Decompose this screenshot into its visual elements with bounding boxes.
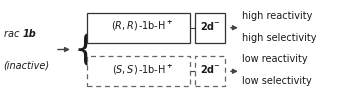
FancyBboxPatch shape	[87, 13, 190, 43]
Text: {: {	[74, 32, 97, 67]
Text: low reactivity: low reactivity	[242, 54, 308, 64]
FancyBboxPatch shape	[195, 56, 225, 86]
Text: high reactivity: high reactivity	[242, 11, 312, 21]
Text: (inactive): (inactive)	[4, 60, 50, 70]
Text: $(R,R)$: $(R,R)$	[111, 19, 138, 32]
Text: $\mathbf{\text{-1b-H}^+}$: $\mathbf{\text{-1b-H}^+}$	[138, 19, 174, 32]
Text: 1b: 1b	[23, 29, 37, 39]
FancyBboxPatch shape	[195, 13, 225, 43]
Text: low selectivity: low selectivity	[242, 76, 312, 86]
Text: $(S,S)$: $(S,S)$	[112, 63, 138, 76]
Text: rac: rac	[4, 29, 22, 39]
FancyBboxPatch shape	[87, 56, 190, 86]
Text: $\mathbf{2d^{-}}$: $\mathbf{2d^{-}}$	[200, 20, 220, 32]
Text: $\mathbf{\text{-1b-H}^+}$: $\mathbf{\text{-1b-H}^+}$	[138, 63, 174, 76]
Text: high selectivity: high selectivity	[242, 33, 317, 43]
Text: $\mathbf{2d^{-}}$: $\mathbf{2d^{-}}$	[200, 63, 220, 75]
